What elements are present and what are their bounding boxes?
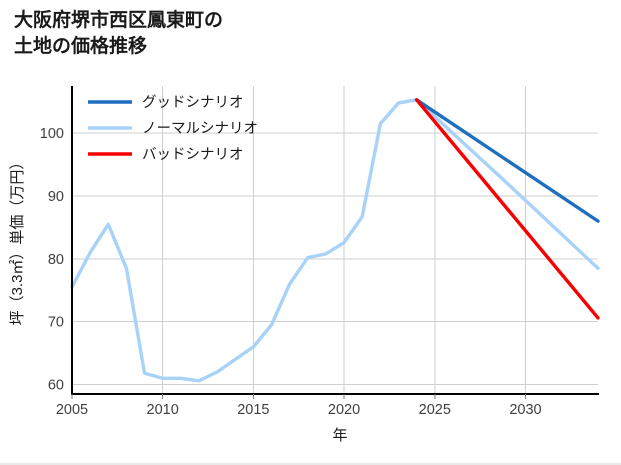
- legend-label-バッドシナリオ: バッドシナリオ: [142, 147, 244, 163]
- y-tick-label: 100: [40, 126, 64, 142]
- x-axis-tick-labels: 2005 2010 2015 2020 2025 2030: [56, 394, 542, 418]
- x-axis-title: 年: [332, 427, 347, 444]
- series-line-バッドシナリオ: [414, 98, 600, 320]
- x-tick-label: 2030: [509, 402, 541, 418]
- y-tick-label: 70: [48, 315, 64, 331]
- series-line-グッドシナリオ: [414, 98, 600, 223]
- y-tick-label: 80: [48, 252, 64, 268]
- axis-spines: [70, 86, 599, 396]
- series-lines: [70, 98, 600, 383]
- y-tick-label: 60: [48, 378, 64, 394]
- legend-label-グッドシナリオ: グッドシナリオ: [142, 94, 244, 111]
- grid-lines: [71, 86, 598, 394]
- x-tick-label: 2015: [237, 402, 269, 418]
- series-line-ノーマルシナリオ: [70, 98, 600, 383]
- figure-bottom-edge: [0, 463, 621, 465]
- y-axis-title: 坪（3.3㎡）単価（万円）: [9, 155, 26, 326]
- legend-label-ノーマルシナリオ: ノーマルシナリオ: [142, 121, 258, 137]
- x-tick-label: 2005: [56, 402, 88, 418]
- page-title: 大阪府堺市西区鳳東町の 土地の価格推移: [14, 10, 224, 57]
- x-tick-label: 2025: [419, 402, 451, 418]
- x-tick-label: 2020: [328, 402, 360, 418]
- y-axis-tick-labels: 60 70 80 90 100: [40, 126, 64, 393]
- y-tick-label: 90: [48, 189, 64, 205]
- x-tick-label: 2010: [147, 402, 179, 418]
